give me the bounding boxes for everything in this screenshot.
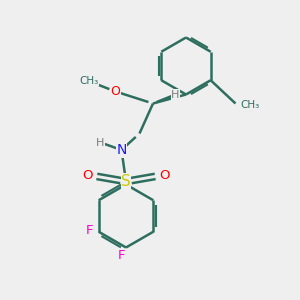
Text: O: O xyxy=(159,169,169,182)
Text: S: S xyxy=(121,174,131,189)
Text: CH₃: CH₃ xyxy=(240,100,259,110)
Text: H: H xyxy=(171,89,180,100)
Text: O: O xyxy=(111,85,120,98)
Text: F: F xyxy=(118,249,125,262)
Text: CH₃: CH₃ xyxy=(79,76,98,86)
Text: H: H xyxy=(96,137,105,148)
Text: F: F xyxy=(86,224,94,237)
Text: N: N xyxy=(116,143,127,157)
Text: O: O xyxy=(82,169,93,182)
